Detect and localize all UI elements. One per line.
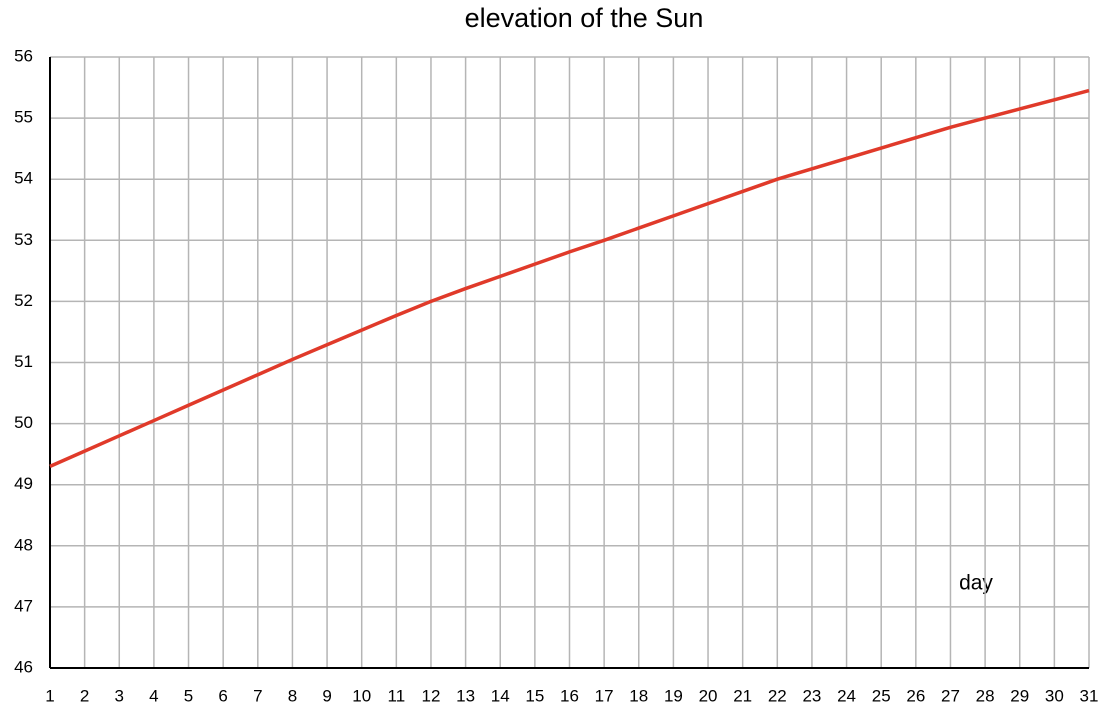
x-tick-label: 7 [253, 686, 262, 705]
chart-title: elevation of the Sun [465, 3, 704, 33]
data-line [49, 88, 1090, 468]
y-tick-label: 46 [14, 657, 33, 676]
x-tick-label: 23 [802, 686, 821, 705]
x-tick-label: 24 [837, 686, 856, 705]
y-tick-label: 47 [14, 596, 33, 615]
x-tick-label: 9 [322, 686, 331, 705]
x-tick-label: 31 [1080, 686, 1099, 705]
x-tick-label: 8 [288, 686, 297, 705]
y-tick-label: 48 [14, 535, 33, 554]
x-tick-label: 21 [733, 686, 752, 705]
x-tick-label: 12 [422, 686, 441, 705]
y-tick-label: 53 [14, 230, 33, 249]
x-tick-label: 4 [149, 686, 158, 705]
x-tick-label: 18 [629, 686, 648, 705]
x-tick-label: 19 [664, 686, 683, 705]
x-tick-label: 10 [352, 686, 371, 705]
annotation: day [959, 572, 993, 595]
y-tick-label: 54 [14, 169, 33, 188]
x-tick-label: 22 [768, 686, 787, 705]
x-tick-label: 20 [699, 686, 718, 705]
x-tick-label: 28 [976, 686, 995, 705]
x-tick-label: 30 [1045, 686, 1064, 705]
x-tick-label: 17 [595, 686, 614, 705]
y-tick-label: 56 [14, 46, 33, 65]
y-tick-label: 51 [14, 352, 33, 371]
x-tick-label: 26 [906, 686, 925, 705]
x-tick-label: 16 [560, 686, 579, 705]
x-tick-label: 14 [491, 686, 510, 705]
x-tick-label: 3 [115, 686, 124, 705]
x-tick-label: 5 [184, 686, 193, 705]
x-tick-label: 15 [525, 686, 544, 705]
y-tick-label: 52 [14, 291, 33, 310]
x-tick-label: 11 [388, 686, 406, 705]
x-tick-label: 13 [456, 686, 475, 705]
x-tick-label: 29 [1010, 686, 1029, 705]
x-tick-label: 6 [218, 686, 227, 705]
x-tick-label: 2 [80, 686, 89, 705]
y-tick-label: 50 [14, 413, 33, 432]
y-tick-label: 49 [14, 474, 33, 493]
x-tick-label: 1 [45, 686, 54, 705]
x-tick-label: 27 [941, 686, 960, 705]
x-tick-label: 25 [872, 686, 891, 705]
y-tick-label: 55 [14, 108, 33, 127]
